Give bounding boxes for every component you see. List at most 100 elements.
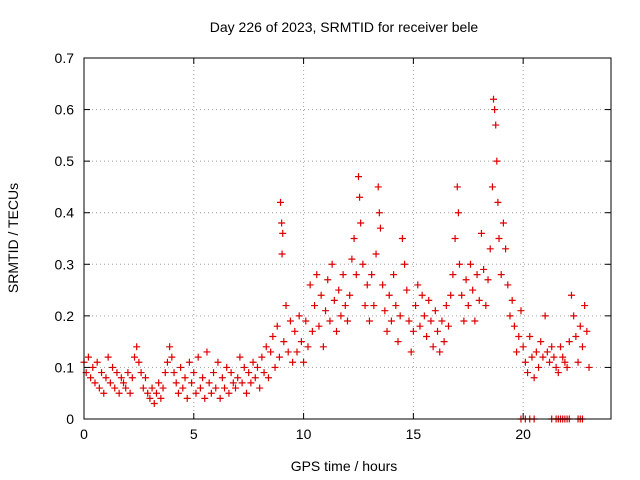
data-point-marker	[357, 219, 365, 227]
data-point-marker	[170, 369, 178, 377]
data-point-marker	[214, 358, 222, 366]
data-point-marker	[484, 276, 492, 284]
data-point-marker	[541, 312, 549, 320]
data-point-marker	[150, 400, 158, 408]
data-point-marker	[502, 245, 510, 253]
data-point-marker	[394, 338, 402, 346]
data-point-marker	[159, 384, 167, 392]
data-point-marker	[368, 271, 376, 279]
data-point-marker	[335, 286, 343, 294]
y-axis-label: SRMTID / TECUs	[5, 183, 21, 293]
data-point-marker	[161, 369, 169, 377]
data-point-marker	[359, 260, 367, 268]
data-point-marker	[477, 229, 485, 237]
data-point-marker	[306, 281, 314, 289]
data-point-marker	[429, 343, 437, 351]
data-point-marker	[146, 394, 154, 402]
data-point-marker	[497, 271, 505, 279]
data-point-marker	[493, 157, 501, 165]
data-point-marker	[537, 338, 545, 346]
data-point-marker	[236, 353, 244, 361]
data-point-marker	[458, 291, 466, 299]
data-point-marker	[232, 384, 240, 392]
data-point-marker	[471, 317, 479, 325]
x-tick-label: 20	[515, 426, 531, 442]
data-point-marker	[264, 374, 272, 382]
data-point-marker	[370, 302, 378, 310]
data-point-marker	[172, 379, 180, 387]
chart-title: Day 226 of 2023, SRMTID for receiver bel…	[210, 19, 479, 35]
data-point-marker	[183, 394, 191, 402]
data-point-marker	[286, 317, 294, 325]
data-point-marker	[89, 363, 97, 371]
data-point-marker	[491, 106, 499, 114]
data-point-marker	[530, 374, 538, 382]
data-point-marker	[475, 296, 483, 304]
data-point-marker	[506, 312, 514, 320]
data-point-marker	[163, 358, 171, 366]
data-point-marker	[385, 291, 393, 299]
data-point-marker	[87, 374, 95, 382]
data-point-marker	[494, 198, 502, 206]
data-point-marker	[517, 307, 525, 315]
data-point-marker	[84, 353, 92, 361]
data-point-marker	[539, 353, 547, 361]
data-point-marker	[117, 374, 125, 382]
data-point-marker	[449, 271, 457, 279]
data-point-marker	[273, 322, 281, 330]
data-point-marker	[559, 353, 567, 361]
data-point-marker	[354, 173, 362, 181]
data-point-marker	[311, 302, 319, 310]
data-point-marker	[374, 183, 382, 191]
data-point-marker	[515, 332, 523, 340]
data-points	[80, 95, 593, 423]
data-point-marker	[480, 265, 488, 273]
x-tick-label: 0	[80, 426, 88, 442]
data-point-marker	[546, 358, 554, 366]
data-point-marker	[201, 394, 209, 402]
data-point-marker	[275, 353, 283, 361]
data-point-marker	[585, 363, 593, 371]
data-point-marker	[420, 312, 428, 320]
data-point-marker	[405, 317, 413, 325]
data-point-marker	[552, 363, 560, 371]
data-point-marker	[93, 358, 101, 366]
y-tick-label: 0	[66, 411, 74, 427]
data-point-marker	[442, 302, 450, 310]
data-point-marker	[216, 394, 224, 402]
data-point-marker	[572, 332, 580, 340]
data-point-marker	[469, 286, 477, 294]
data-point-marker	[218, 374, 226, 382]
data-point-marker	[346, 291, 354, 299]
data-point-marker	[363, 281, 371, 289]
data-point-marker	[185, 358, 193, 366]
data-point-marker	[379, 281, 387, 289]
data-point-marker	[510, 322, 518, 330]
data-point-marker	[482, 302, 490, 310]
data-point-marker	[438, 317, 446, 325]
data-point-marker	[532, 348, 540, 356]
data-point-marker	[337, 312, 345, 320]
data-point-marker	[495, 235, 503, 242]
data-point-marker	[322, 307, 330, 315]
data-point-marker	[300, 358, 308, 366]
data-point-marker	[455, 260, 463, 268]
data-point-marker	[113, 369, 121, 377]
data-point-marker	[188, 379, 196, 387]
data-point-marker	[207, 389, 215, 397]
data-point-marker	[464, 302, 472, 310]
data-point-marker	[279, 229, 287, 237]
data-point-marker	[148, 384, 156, 392]
data-point-marker	[223, 363, 231, 371]
data-point-marker	[401, 260, 409, 268]
data-point-marker	[499, 219, 507, 227]
data-point-marker	[348, 255, 356, 263]
data-point-marker	[122, 384, 130, 392]
data-point-marker	[229, 379, 237, 387]
data-point-marker	[414, 281, 422, 289]
data-point-marker	[205, 379, 213, 387]
data-point-marker	[407, 348, 415, 356]
data-point-marker	[392, 302, 400, 310]
data-point-marker	[319, 343, 327, 351]
data-point-marker	[513, 348, 521, 356]
